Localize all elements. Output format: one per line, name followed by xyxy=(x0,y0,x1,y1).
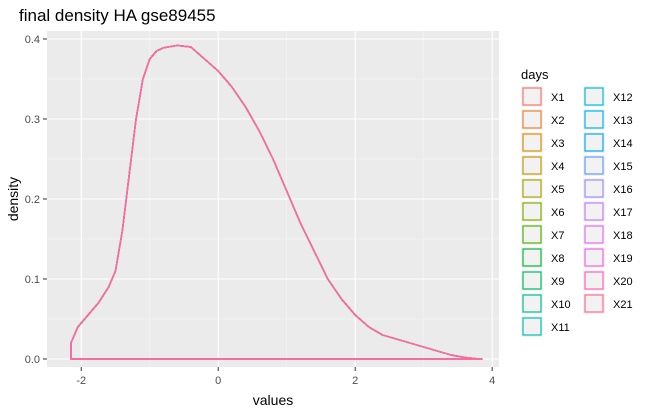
legend-key-bg-x1 xyxy=(521,86,543,107)
legend-label-x14: X14 xyxy=(613,138,633,150)
legend-key-bg-x5 xyxy=(521,178,543,199)
legend-label-x5: X5 xyxy=(551,184,564,196)
x-axis-ticks: -2 0 2 4 xyxy=(76,367,495,387)
legend-key-bg-x19 xyxy=(583,247,605,268)
legend-key-bg-x21 xyxy=(583,293,605,314)
x-tick-label: 0 xyxy=(215,375,221,387)
legend-key-x18 xyxy=(584,225,604,244)
legend-label-x19: X19 xyxy=(613,253,633,265)
legend-key-x9 xyxy=(522,271,542,290)
y-tick-label: 0.0 xyxy=(25,354,40,366)
legend-key-bg-x7 xyxy=(521,224,543,245)
legend-key-bg-x8 xyxy=(521,247,543,268)
legend: X1 X2 X3 X4 X5 X6 X7 X8 X9 X10 X11 X12 X13 X14 X15 X16 X… xyxy=(521,86,633,337)
legend-key-x4 xyxy=(522,156,542,175)
y-tick-label: 0.4 xyxy=(25,34,40,46)
density-series xyxy=(70,44,483,360)
legend-key-bg-x10 xyxy=(521,293,543,314)
legend-key-x17 xyxy=(584,202,604,221)
legend-key-x5 xyxy=(522,179,542,198)
legend-key-bg-x2 xyxy=(521,109,543,130)
x-tick-label: 4 xyxy=(489,375,495,387)
y-axis-title: density xyxy=(5,177,21,221)
legend-label-x8: X8 xyxy=(551,253,564,265)
legend-key-x2 xyxy=(522,110,542,129)
legend-label-x3: X3 xyxy=(551,138,564,150)
y-tick-label: 0.3 xyxy=(25,114,40,126)
legend-key-bg-x18 xyxy=(583,224,605,245)
legend-key-x14 xyxy=(584,133,604,152)
legend-key-bg-x17 xyxy=(583,201,605,222)
legend-label-x12: X12 xyxy=(613,92,633,104)
legend-title: days xyxy=(521,67,549,82)
legend-label-x11: X11 xyxy=(551,322,570,334)
x-tick-label: 2 xyxy=(352,375,358,387)
chart-title: final density HA gse89455 xyxy=(19,6,216,25)
legend-key-x6 xyxy=(522,202,542,221)
y-tick-label: 0.1 xyxy=(25,274,40,286)
density-line-x21 xyxy=(70,44,483,360)
legend-label-x2: X2 xyxy=(551,115,564,127)
legend-label-x9: X9 xyxy=(551,276,564,288)
legend-label-x16: X16 xyxy=(613,184,633,196)
legend-key-bg-x20 xyxy=(583,270,605,291)
legend-key-x13 xyxy=(584,110,604,129)
legend-label-x21: X21 xyxy=(613,299,633,311)
y-axis-ticks: 0.0 0.1 0.2 0.3 0.4 xyxy=(25,34,47,366)
legend-label-x20: X20 xyxy=(613,276,633,288)
grid-lines xyxy=(47,31,499,367)
legend-key-x8 xyxy=(522,248,542,267)
legend-key-bg-x4 xyxy=(521,155,543,176)
legend-label-x10: X10 xyxy=(551,299,571,311)
legend-key-bg-x16 xyxy=(583,178,605,199)
legend-key-x11 xyxy=(522,317,542,336)
legend-label-x13: X13 xyxy=(613,115,633,127)
legend-key-bg-x13 xyxy=(583,109,605,130)
legend-key-bg-x3 xyxy=(521,132,543,153)
legend-label-x7: X7 xyxy=(551,230,564,242)
y-tick-label: 0.2 xyxy=(25,194,40,206)
legend-key-bg-x14 xyxy=(583,132,605,153)
legend-key-x12 xyxy=(584,87,604,106)
legend-label-x4: X4 xyxy=(551,161,564,173)
x-axis-title: values xyxy=(253,392,293,408)
legend-key-bg-x15 xyxy=(583,155,605,176)
legend-key-x3 xyxy=(522,133,542,152)
legend-key-x10 xyxy=(522,294,542,313)
legend-key-bg-x6 xyxy=(521,201,543,222)
legend-label-x18: X18 xyxy=(613,230,633,242)
legend-key-bg-x11 xyxy=(521,316,543,337)
legend-key-x16 xyxy=(584,179,604,198)
legend-key-x20 xyxy=(584,271,604,290)
legend-label-x6: X6 xyxy=(551,207,564,219)
legend-key-x15 xyxy=(584,156,604,175)
legend-label-x17: X17 xyxy=(613,207,633,219)
legend-label-x1: X1 xyxy=(551,92,564,104)
legend-key-bg-x12 xyxy=(583,86,605,107)
legend-key-x21 xyxy=(584,294,604,313)
legend-key-x19 xyxy=(584,248,604,267)
legend-label-x15: X15 xyxy=(613,161,633,173)
legend-key-x1 xyxy=(522,87,542,106)
x-tick-label: -2 xyxy=(76,375,86,387)
legend-key-x7 xyxy=(522,225,542,244)
legend-key-bg-x9 xyxy=(521,270,543,291)
